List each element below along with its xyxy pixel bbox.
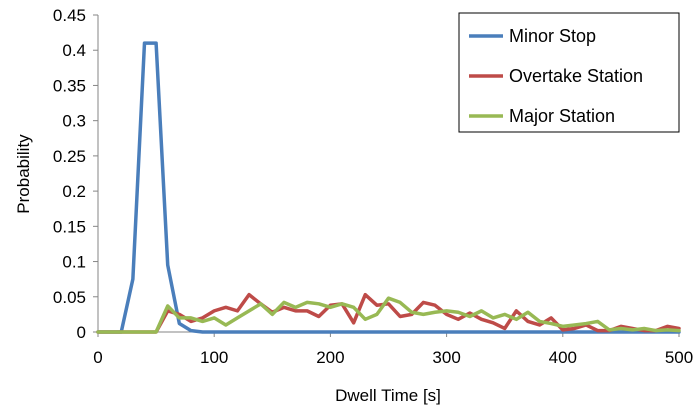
legend-label-1: Overtake Station <box>509 66 643 86</box>
y-tick-label: 0.15 <box>53 217 86 236</box>
y-tick-label: 0.1 <box>62 253 86 272</box>
x-tick-label: 500 <box>665 348 693 367</box>
x-tick-label: 100 <box>200 348 228 367</box>
y-tick-label: 0.2 <box>62 182 86 201</box>
x-tick-label: 300 <box>432 348 460 367</box>
x-axis-title: Dwell Time [s] <box>335 386 441 405</box>
y-tick-label: 0.35 <box>53 76 86 95</box>
x-tick-label: 400 <box>549 348 577 367</box>
legend: Minor Stop Overtake Station Major Station <box>458 12 680 133</box>
x-tick-label: 0 <box>93 348 102 367</box>
y-tick-label: 0.45 <box>53 6 86 25</box>
series-line-2 <box>96 296 681 334</box>
y-tick-label: 0.4 <box>62 41 86 60</box>
x-axis-ticks: 0 100 200 300 400 500 <box>93 332 693 367</box>
y-axis-title: Probability <box>14 134 33 214</box>
y-tick-label: 0 <box>77 323 86 342</box>
legend-box <box>458 12 680 133</box>
x-tick-label: 200 <box>316 348 344 367</box>
legend-label-0: Minor Stop <box>509 26 596 46</box>
series-line-0 <box>96 41 681 334</box>
y-tick-label: 0.05 <box>53 288 86 307</box>
y-tick-label: 0.25 <box>53 147 86 166</box>
legend-label-2: Major Station <box>509 106 615 126</box>
y-axis-ticks: 0 0.05 0.1 0.15 0.2 0.25 0.3 0.35 0.4 0.45 <box>53 6 98 342</box>
y-tick-label: 0.3 <box>62 112 86 131</box>
series-layer <box>96 41 681 334</box>
